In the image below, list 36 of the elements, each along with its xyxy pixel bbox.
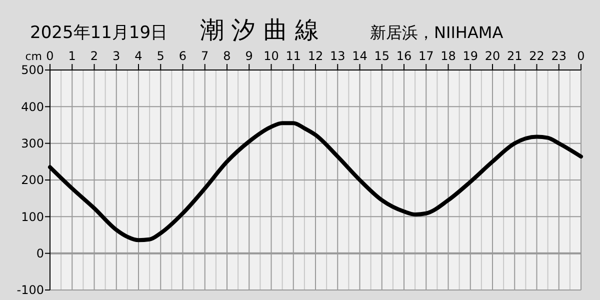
x-tick-label: 5 xyxy=(156,49,164,63)
x-tick-label: 15 xyxy=(374,49,390,63)
x-tick-label: 6 xyxy=(178,49,187,63)
chart-title: 潮 汐 曲 線 xyxy=(200,16,319,44)
x-tick-label: 19 xyxy=(462,49,478,63)
y-tick-label: 0 xyxy=(36,246,44,261)
x-tick-label: 20 xyxy=(484,49,500,63)
y-tick-label: -100 xyxy=(16,283,44,298)
x-tick-label: 9 xyxy=(245,49,253,63)
text: 新居浜，NIIHAMA xyxy=(370,23,504,42)
x-tick-label: 7 xyxy=(201,49,209,63)
x-tick-label: 16 xyxy=(396,49,412,63)
y-tick-label: 500 xyxy=(21,63,44,78)
y-axis-title: cm xyxy=(25,50,42,63)
y-tick-label: 200 xyxy=(21,173,44,188)
x-tick-label: 12 xyxy=(308,49,324,63)
y-tick-label: 300 xyxy=(21,136,44,151)
x-tick-label: 3 xyxy=(112,49,120,63)
x-tick-label: 11 xyxy=(286,49,302,63)
x-tick-label: 8 xyxy=(223,49,231,63)
y-tick-label: 100 xyxy=(21,210,44,224)
y-tick-label: 400 xyxy=(21,100,44,114)
x-tick-label: 0 xyxy=(577,49,585,63)
x-tick-label: 13 xyxy=(330,49,346,63)
x-tick-label: 10 xyxy=(264,49,279,63)
x-tick-label: 0 xyxy=(46,49,54,63)
x-tick-label: 2 xyxy=(90,49,98,63)
chart-subtitle: 2025年11月19日 xyxy=(30,23,168,43)
x-tick-label: 22 xyxy=(529,49,544,63)
x-tick-label: 4 xyxy=(134,49,142,63)
x-tick-label: 23 xyxy=(551,49,567,63)
x-tick-label: 1 xyxy=(68,49,76,63)
x-tick-label: 17 xyxy=(418,49,434,63)
x-tick-label: 14 xyxy=(352,49,368,63)
x-tick-label: 21 xyxy=(506,49,522,63)
x-tick-label: 18 xyxy=(440,49,456,63)
